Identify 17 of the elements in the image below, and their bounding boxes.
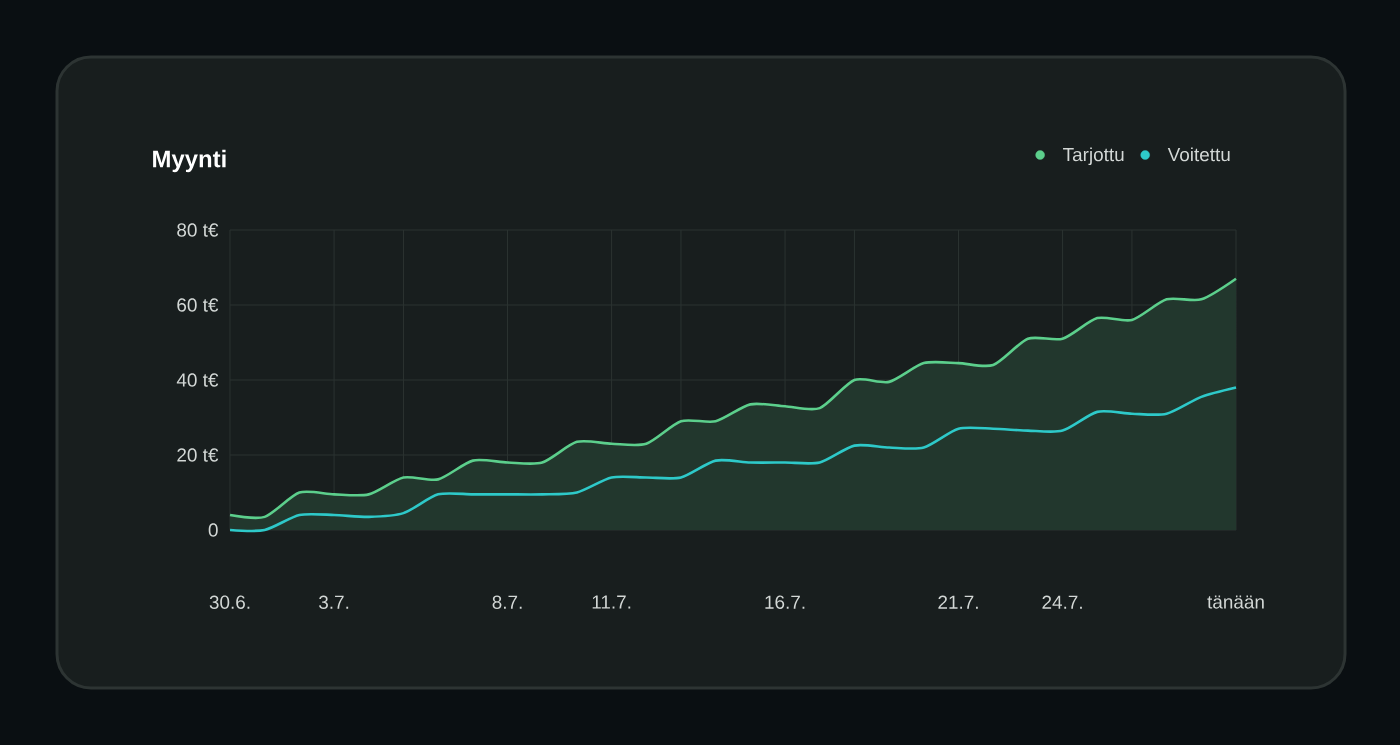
x-tick-label: 11.7.: [592, 595, 631, 609]
y-tick-label: 0: [208, 523, 218, 537]
legend-label: Voitettu: [1167, 147, 1230, 162]
y-tick-label: 60 t€: [177, 298, 219, 312]
x-tick-label: 8.7.: [492, 595, 522, 609]
x-tick-label: 16.7.: [765, 595, 805, 609]
chart-title: Myynti: [153, 149, 226, 173]
x-tick-label: 21.7.: [938, 595, 978, 609]
x-tick-label: 24.7.: [1042, 595, 1082, 609]
x-tick-label: 3.7.: [319, 595, 349, 609]
line-series: [228, 386, 1238, 533]
y-tick-label: 80 t€: [177, 223, 219, 237]
y-tick-label: 40 t€: [176, 373, 219, 387]
legend-label: Tarjottu: [1063, 147, 1124, 166]
x-tick-label: tänään: [1207, 595, 1264, 609]
y-tick-label: 20 t€: [177, 448, 219, 462]
x-tick-label: 30.6.: [209, 595, 250, 609]
